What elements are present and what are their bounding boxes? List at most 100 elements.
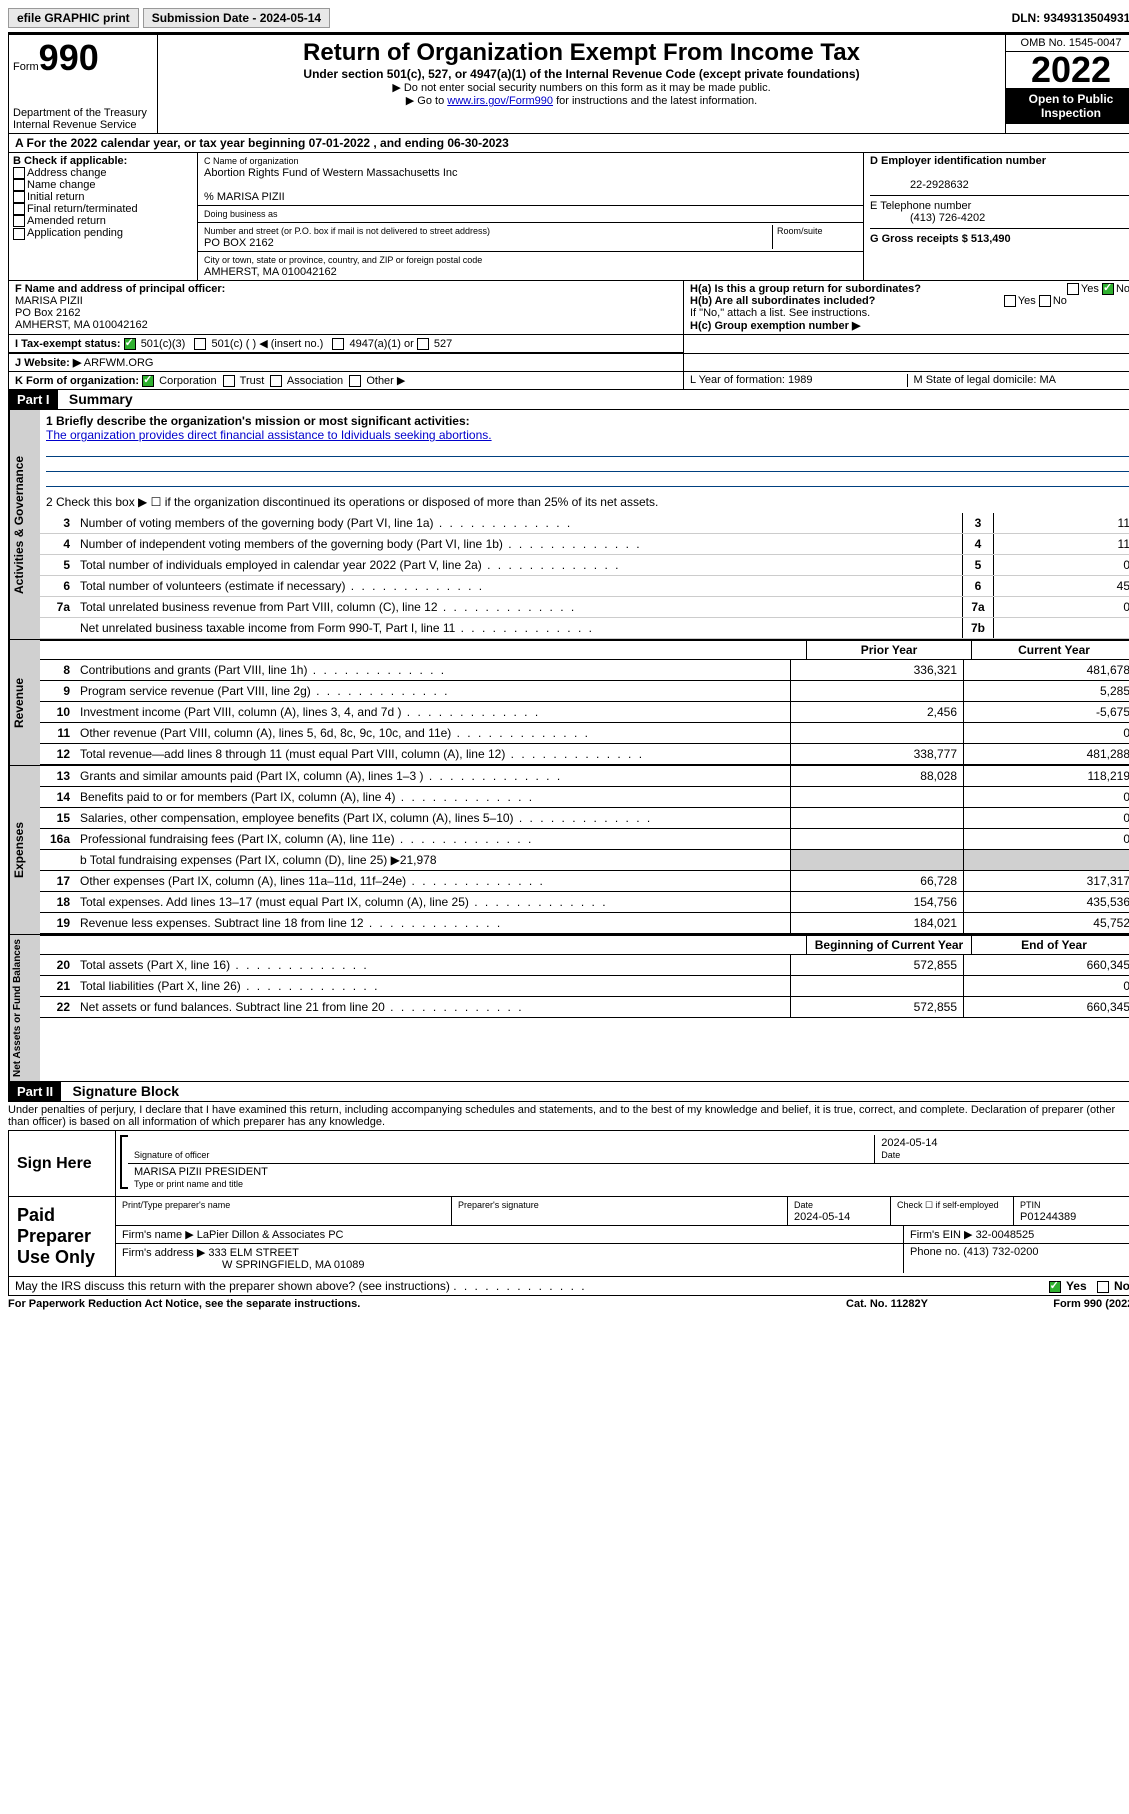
line-current: 435,536 bbox=[963, 892, 1129, 912]
line-prior bbox=[790, 808, 963, 828]
chk-name-change[interactable] bbox=[13, 179, 25, 191]
line-val: 45 bbox=[993, 576, 1129, 596]
line-desc: Total revenue—add lines 8 through 11 (mu… bbox=[76, 745, 790, 763]
officer-addr1: PO Box 2162 bbox=[15, 307, 80, 319]
line-num: 17 bbox=[40, 874, 76, 888]
chk-other[interactable] bbox=[349, 375, 361, 387]
form-number: Form990 bbox=[13, 37, 153, 79]
mission-line-1 bbox=[46, 442, 1129, 457]
line-current: 5,285 bbox=[963, 681, 1129, 701]
ha-no: No bbox=[1116, 283, 1129, 295]
declaration-text: Under penalties of perjury, I declare th… bbox=[8, 1102, 1129, 1130]
chk-hb-no[interactable] bbox=[1039, 295, 1051, 307]
chk-may-no[interactable] bbox=[1097, 1281, 1109, 1293]
line-prior bbox=[790, 723, 963, 743]
date-label: Date bbox=[881, 1150, 900, 1160]
label-dba: Doing business as bbox=[204, 209, 278, 219]
may-irs-row: May the IRS discuss this return with the… bbox=[8, 1277, 1129, 1296]
line-boxnum: 7a bbox=[962, 597, 993, 617]
hb-no: No bbox=[1053, 295, 1067, 307]
form-title: Return of Organization Exempt From Incom… bbox=[162, 39, 1001, 67]
chk-association[interactable] bbox=[270, 375, 282, 387]
line-desc: Grants and similar amounts paid (Part IX… bbox=[76, 767, 790, 785]
part1-title: Summary bbox=[61, 391, 133, 407]
part1-badge: Part I bbox=[9, 390, 58, 409]
chk-application-pending[interactable] bbox=[13, 228, 25, 240]
line-num: 14 bbox=[40, 790, 76, 804]
line-prior: 154,756 bbox=[790, 892, 963, 912]
toolbar: efile GRAPHIC print Submission Date - 20… bbox=[8, 8, 1129, 28]
two-col-line: 22 Net assets or fund balances. Subtract… bbox=[40, 997, 1129, 1018]
line-num: 5 bbox=[40, 558, 76, 572]
chk-may-yes[interactable] bbox=[1049, 1281, 1061, 1293]
chk-527[interactable] bbox=[417, 338, 429, 350]
may-yes: Yes bbox=[1066, 1279, 1087, 1293]
sig-officer-cell: Signature of officer bbox=[128, 1135, 875, 1163]
opt-address-change: Address change bbox=[27, 167, 107, 179]
line-val: 11 bbox=[993, 534, 1129, 554]
line-desc: Other expenses (Part IX, column (A), lin… bbox=[76, 872, 790, 890]
chk-ha-no[interactable] bbox=[1102, 283, 1114, 295]
line-num: 18 bbox=[40, 895, 76, 909]
form-990-number: 990 bbox=[39, 37, 99, 78]
firm-ein-value: 32-0048525 bbox=[976, 1229, 1035, 1241]
chk-initial-return[interactable] bbox=[13, 191, 25, 203]
two-col-line: 16a Professional fundraising fees (Part … bbox=[40, 829, 1129, 850]
summary-line: 5 Total number of individuals employed i… bbox=[40, 555, 1129, 576]
irs-label: Internal Revenue Service bbox=[13, 119, 153, 131]
two-col-line: 8 Contributions and grants (Part VIII, l… bbox=[40, 660, 1129, 681]
col-prior-year: Prior Year bbox=[806, 641, 971, 659]
prep-date-value: 2024-05-14 bbox=[794, 1211, 850, 1223]
line-prior: 338,777 bbox=[790, 744, 963, 764]
hc-label: H(c) Group exemption number ▶ bbox=[690, 320, 860, 332]
label-officer: F Name and address of principal officer: bbox=[15, 283, 225, 295]
summary-line: 6 Total number of volunteers (estimate i… bbox=[40, 576, 1129, 597]
box-h: H(a) Is this a group return for subordin… bbox=[684, 281, 1129, 334]
line-desc: Total number of individuals employed in … bbox=[76, 556, 962, 574]
line-boxnum: 3 bbox=[962, 513, 993, 533]
line-num: 11 bbox=[40, 726, 76, 740]
chk-hb-yes[interactable] bbox=[1004, 295, 1016, 307]
vtab-expenses: Expenses bbox=[9, 766, 40, 934]
label-city: City or town, state or province, country… bbox=[204, 255, 482, 265]
section-expenses: Expenses 13 Grants and similar amounts p… bbox=[8, 766, 1129, 935]
line-prior bbox=[790, 681, 963, 701]
row-klm: K Form of organization: Corporation Trus… bbox=[8, 372, 1129, 390]
line-current: 118,219 bbox=[963, 766, 1129, 786]
dept-treasury: Department of the Treasury bbox=[13, 107, 153, 119]
two-col-line: 13 Grants and similar amounts paid (Part… bbox=[40, 766, 1129, 787]
submission-date-label: Submission Date - 2024-05-14 bbox=[143, 8, 330, 28]
chk-ha-yes[interactable] bbox=[1067, 283, 1079, 295]
part2-header-row: Part II Signature Block bbox=[8, 1082, 1129, 1102]
chk-corporation[interactable] bbox=[142, 375, 154, 387]
prep-name-label: Print/Type preparer's name bbox=[122, 1200, 230, 1210]
chk-address-change[interactable] bbox=[13, 167, 25, 179]
vtab-netassets: Net Assets or Fund Balances bbox=[9, 935, 40, 1081]
dln-label: DLN: 93493135049314 bbox=[1012, 11, 1129, 25]
line-current: 0 bbox=[963, 976, 1129, 996]
chk-501c[interactable] bbox=[194, 338, 206, 350]
mission-text[interactable]: The organization provides direct financi… bbox=[46, 428, 492, 442]
efile-print-button[interactable]: efile GRAPHIC print bbox=[8, 8, 139, 28]
officer-name: MARISA PIZII bbox=[15, 295, 83, 307]
sig-date-value: 2024-05-14 bbox=[881, 1137, 937, 1149]
firm-name-value: LaPier Dillon & Associates PC bbox=[197, 1229, 344, 1241]
line-boxnum: 7b bbox=[962, 618, 993, 638]
line-num: 7a bbox=[40, 600, 76, 614]
chk-501c3[interactable] bbox=[124, 338, 136, 350]
two-col-line: 11 Other revenue (Part VIII, column (A),… bbox=[40, 723, 1129, 744]
chk-amended-return[interactable] bbox=[13, 215, 25, 227]
opt-corporation: Corporation bbox=[159, 375, 216, 387]
opt-4947: 4947(a)(1) or bbox=[350, 338, 414, 350]
website-value: ARFWM.ORG bbox=[84, 357, 154, 369]
chk-4947[interactable] bbox=[332, 338, 344, 350]
line-desc: Total number of volunteers (estimate if … bbox=[76, 577, 962, 595]
part1-header-row: Part I Summary bbox=[8, 390, 1129, 410]
chk-final-return[interactable] bbox=[13, 203, 25, 215]
chk-trust[interactable] bbox=[223, 375, 235, 387]
sign-here-content: Signature of officer 2024-05-14 Date MAR… bbox=[116, 1131, 1129, 1196]
line-val bbox=[993, 618, 1129, 638]
section-netassets: Net Assets or Fund Balances Beginning of… bbox=[8, 935, 1129, 1082]
line-prior: 2,456 bbox=[790, 702, 963, 722]
irs-link[interactable]: www.irs.gov/Form990 bbox=[447, 95, 553, 107]
